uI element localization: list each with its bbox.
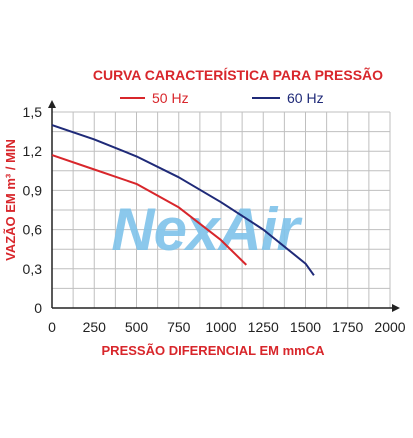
chart-title: CURVA CARACTERÍSTICA PARA PRESSÃO	[93, 66, 383, 83]
y-tick-label: 0,3	[23, 261, 43, 277]
legend: 50 Hz 60 Hz	[120, 90, 324, 106]
y-tick-label: 0,6	[23, 222, 43, 238]
x-tick-label: 1000	[205, 319, 236, 335]
axes	[48, 100, 400, 312]
x-tick-labels: 0 250 500 750 1000 1250 1500 1750 2000	[48, 319, 406, 335]
x-axis-label: PRESSÃO DIFERENCIAL EM mmCA	[102, 343, 326, 358]
x-tick-label: 250	[83, 319, 107, 335]
grid	[51, 111, 391, 309]
series-group	[51, 124, 315, 276]
x-tick-label: 0	[48, 319, 56, 335]
series-line-60hz	[51, 124, 315, 276]
y-tick-label: 1,5	[23, 104, 43, 120]
y-tick-label: 1,2	[23, 143, 43, 159]
y-tick-label: 0	[34, 300, 42, 316]
x-tick-label: 1750	[332, 319, 363, 335]
y-axis-label: VAZÃO EM m³ / MIN	[3, 139, 18, 261]
series-line-50hz	[51, 154, 248, 266]
y-tick-labels: 0 0,3 0,6 0,9 1,2 1,5	[23, 104, 43, 316]
x-tick-label: 500	[125, 319, 149, 335]
y-tick-label: 0,9	[23, 182, 43, 198]
legend-label-60hz: 60 Hz	[287, 90, 324, 106]
x-tick-label: 750	[167, 319, 191, 335]
x-axis-arrow	[392, 304, 400, 312]
x-tick-label: 1250	[248, 319, 279, 335]
y-axis-arrow	[48, 100, 56, 108]
legend-label-50hz: 50 Hz	[152, 90, 189, 106]
x-tick-label: 2000	[374, 319, 405, 335]
x-tick-label: 1500	[290, 319, 321, 335]
